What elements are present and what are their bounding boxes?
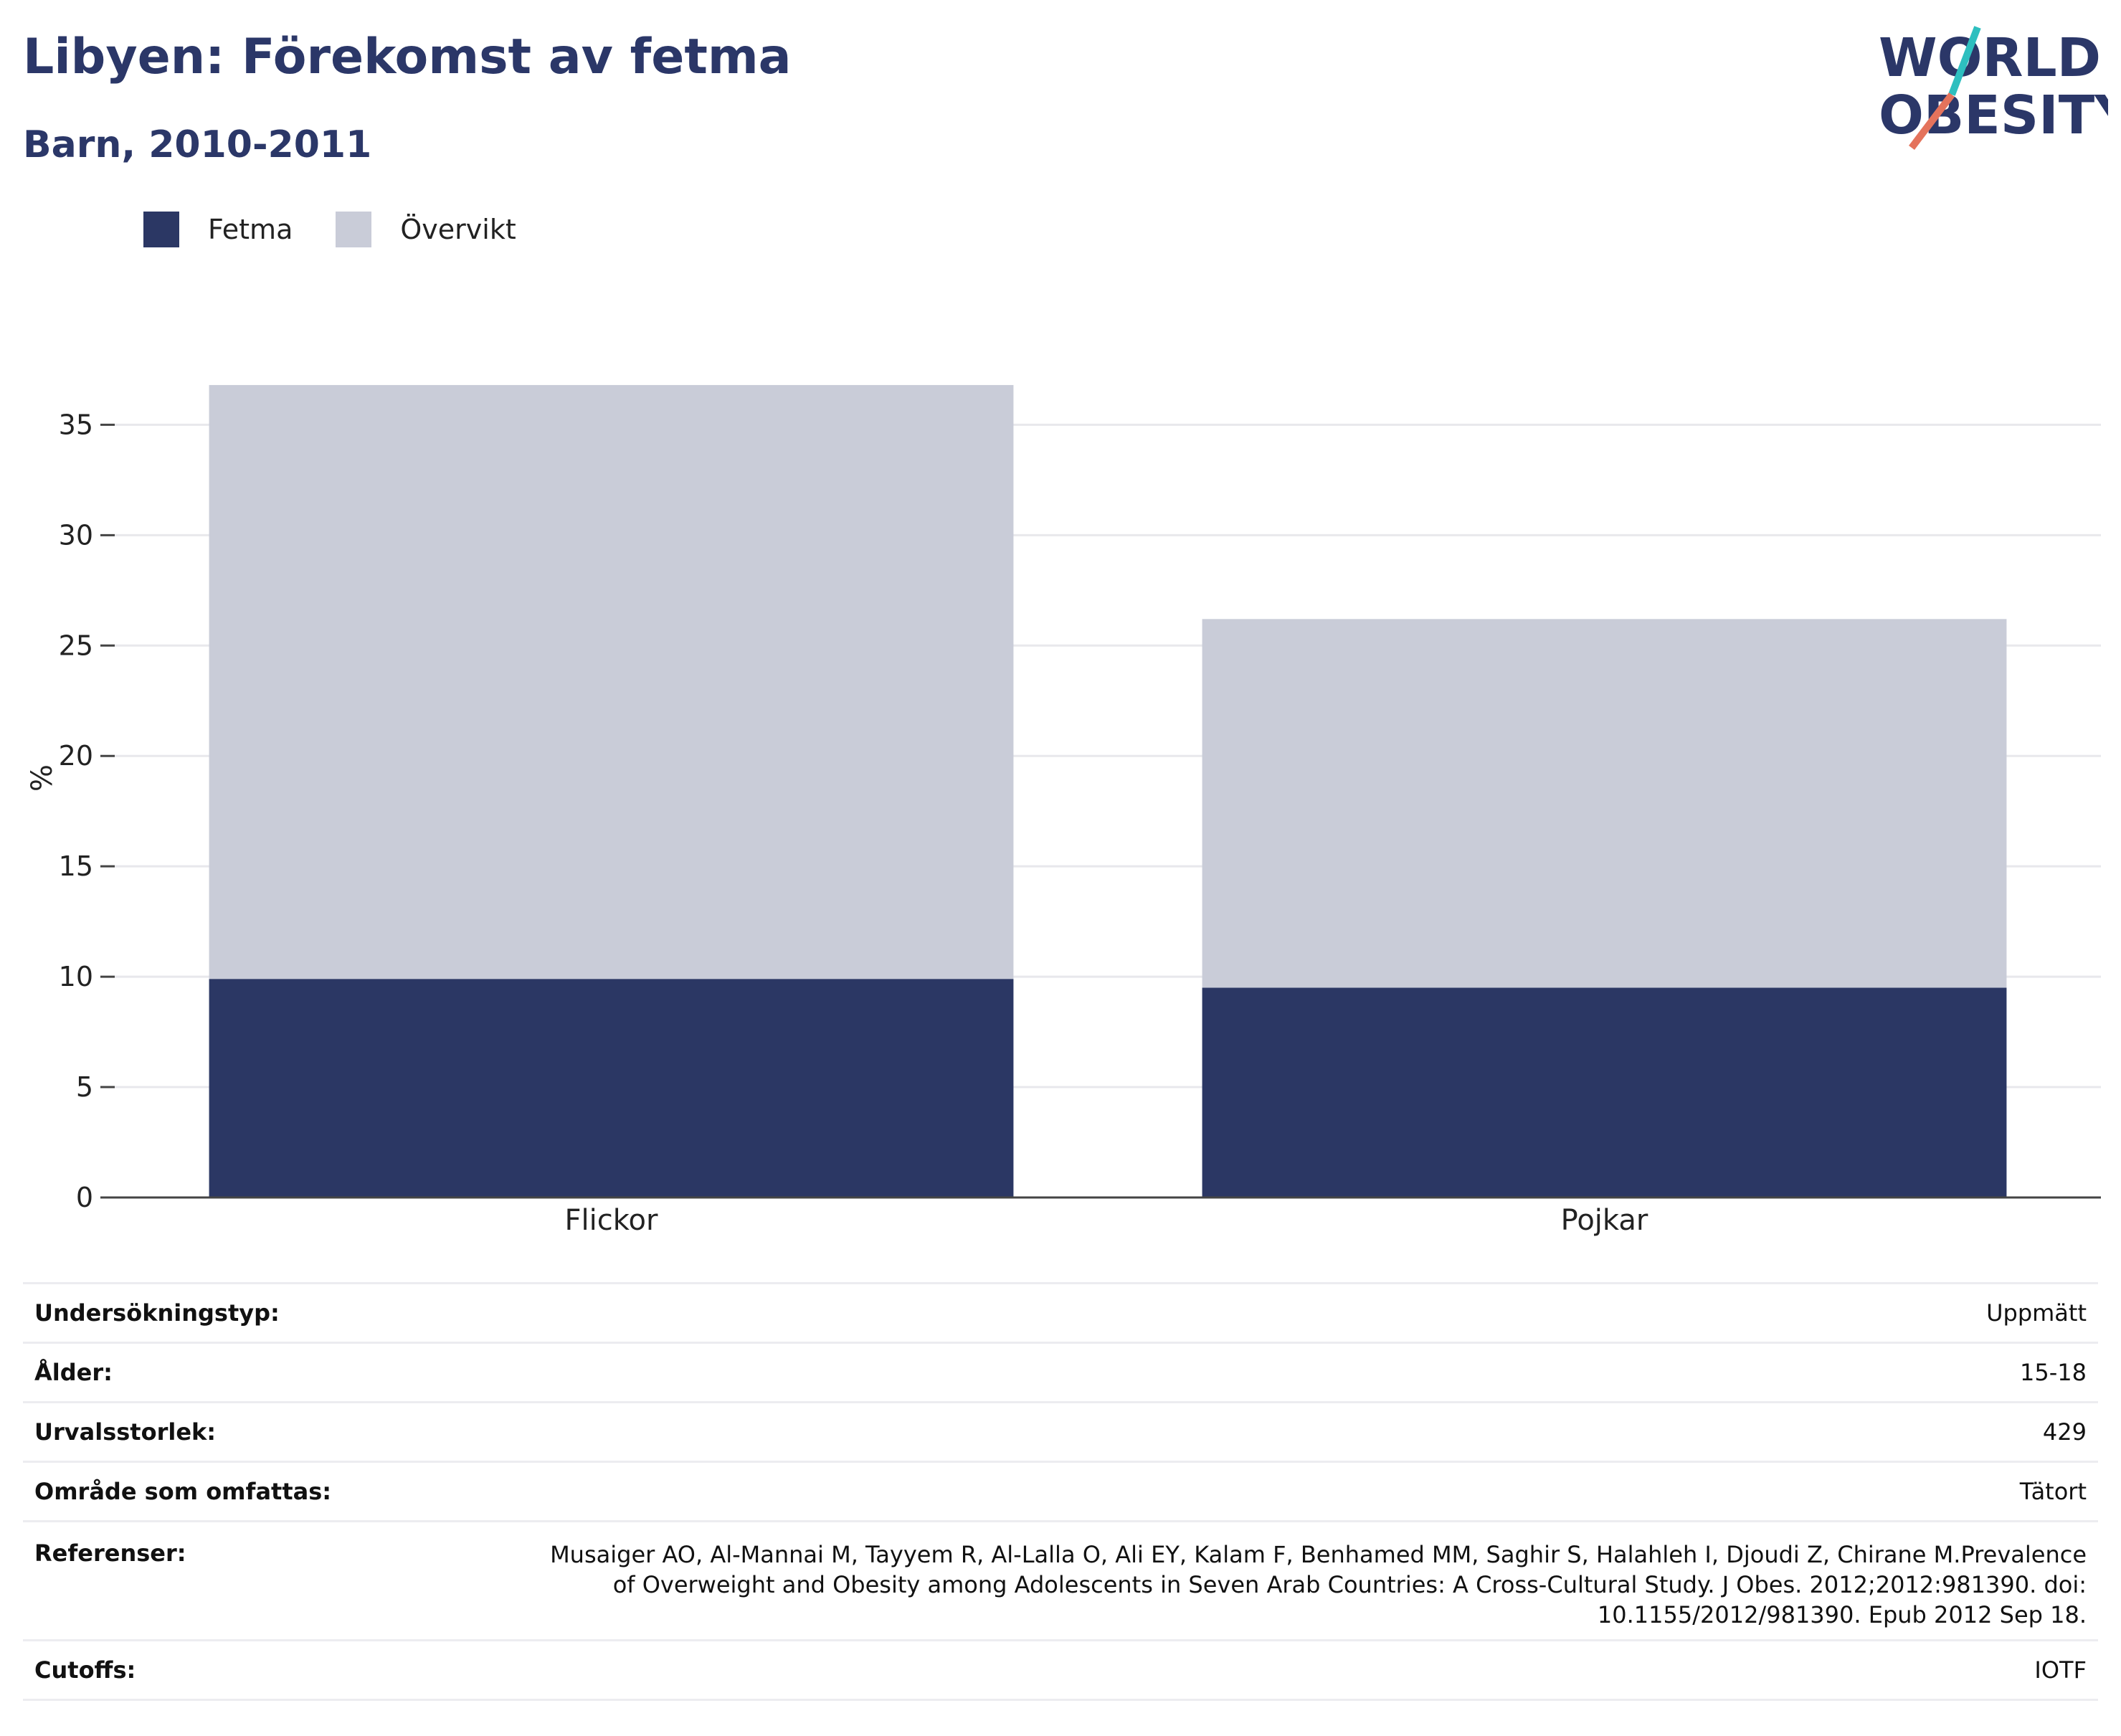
logo-word-obesity: OBESITY [1879, 85, 2108, 146]
logo-word-world: WORLD [1879, 27, 2101, 89]
legend-swatch-fetma [143, 212, 179, 247]
legend-label-fetma: Fetma [208, 214, 293, 245]
info-key: Område som omfattas: [34, 1478, 332, 1505]
info-value: Uppmätt [1986, 1299, 2087, 1327]
bar-overvikt [1202, 619, 2007, 988]
info-key: Ålder: [34, 1359, 113, 1386]
chart-title: Libyen: Förekomst av fetma [23, 29, 792, 85]
x-tick-label: Flickor [565, 1204, 658, 1237]
info-row-age: Ålder: 15-18 [23, 1342, 2098, 1401]
reference-line: of Overweight and Obesity among Adolesce… [612, 1571, 2087, 1598]
y-tick-label: 15 [59, 850, 93, 882]
y-tick-label: 20 [59, 740, 93, 772]
y-tick-label: 35 [59, 409, 93, 440]
legend: Fetma Övervikt [143, 212, 559, 247]
x-tick-label: Pojkar [1561, 1204, 1648, 1237]
info-row-area: Område som omfattas: Tätort [23, 1461, 2098, 1520]
y-axis-label: % [26, 764, 59, 792]
legend-swatch-overvikt [336, 212, 372, 247]
legend-item-fetma[interactable]: Fetma [143, 212, 293, 247]
info-row-survey-type: Undersökningstyp: Uppmätt [23, 1282, 2098, 1342]
y-tick-label: 5 [76, 1071, 93, 1103]
y-tick-label: 30 [59, 519, 93, 551]
bar-fetma [209, 979, 1014, 1197]
bar-fetma [1202, 987, 2007, 1197]
info-value: Tätort [2019, 1478, 2087, 1505]
y-tick-label: 25 [59, 630, 93, 661]
info-key: Referenser: [34, 1540, 186, 1567]
info-value-references: Musaiger AO, Al-Mannai M, Tayyem R, Al-L… [550, 1540, 2087, 1639]
info-value: 15-18 [2020, 1359, 2087, 1386]
logo-slash-coral [1909, 92, 1955, 151]
info-key: Undersökningstyp: [34, 1299, 280, 1327]
info-table: Undersökningstyp: Uppmätt Ålder: 15-18 U… [23, 1282, 2098, 1701]
stacked-bar-chart: 0 5 10 15 20 25 30 35% Flickor Pojkar [26, 384, 2101, 1237]
info-value: IOTF [2034, 1656, 2087, 1684]
chart-subtitle: Barn, 2010-2011 [23, 123, 372, 166]
info-row-cutoffs: Cutoffs: IOTF [23, 1639, 2098, 1701]
y-tick-label: 10 [59, 961, 93, 992]
info-key: Cutoffs: [34, 1656, 136, 1684]
reference-line: 10.1155/2012/981390. Epub 2012 Sep 18. [1597, 1601, 2087, 1628]
bar-overvikt [209, 384, 1014, 980]
info-row-sample-size: Urvalsstorlek: 429 [23, 1401, 2098, 1461]
logo-slash-teal [1948, 26, 1981, 96]
legend-label-overvikt: Övervikt [400, 214, 516, 245]
y-tick-label: 0 [76, 1182, 93, 1213]
legend-item-overvikt[interactable]: Övervikt [336, 212, 516, 247]
info-key: Urvalsstorlek: [34, 1418, 217, 1446]
world-obesity-logo: WORLD OBESITY [1879, 26, 2108, 151]
info-value: 429 [2042, 1418, 2087, 1446]
reference-line: Musaiger AO, Al-Mannai M, Tayyem R, Al-L… [550, 1541, 2087, 1568]
info-row-references: Referenser: Musaiger AO, Al-Mannai M, Ta… [23, 1520, 2098, 1639]
